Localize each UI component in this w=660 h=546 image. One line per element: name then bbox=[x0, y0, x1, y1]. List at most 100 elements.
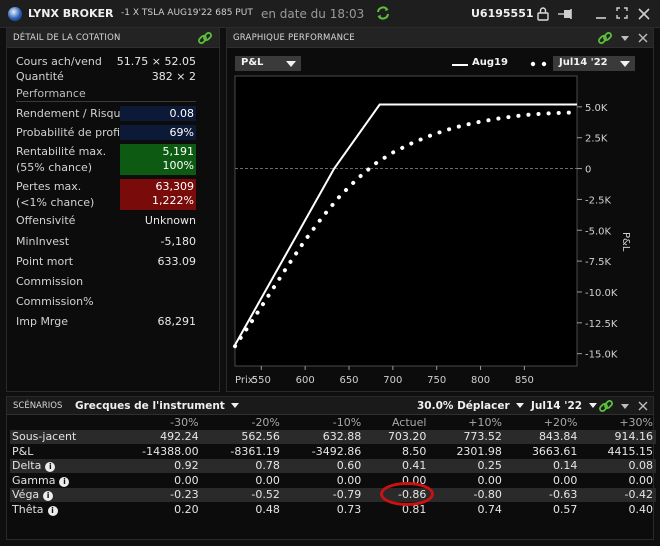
link-icon[interactable] bbox=[197, 30, 213, 46]
pnl-chart[interactable]: 5.0K 2.5K 0 -2.5K -5.0K -7.5K -10.0K -12.5K -15.… bbox=[227, 72, 653, 390]
row-label: Véga i bbox=[10, 487, 110, 502]
table-cell: 8.50 bbox=[401, 444, 427, 458]
return-risk-row: Rendement / Risque 0.08 bbox=[16, 106, 196, 122]
table-cell: 0.48 bbox=[255, 502, 280, 516]
table-cell: -0.23 bbox=[110, 487, 202, 502]
table-row: Gamma i 0.00 0.00 0.00 0.00 0.00 0.00 0.0… bbox=[10, 473, 656, 488]
x-tick-label: 850 bbox=[515, 375, 534, 386]
commission-pct-label: Commission% bbox=[16, 295, 94, 308]
scenario-date-select[interactable]: Jul14 '22 bbox=[531, 400, 598, 412]
margin-impact-label: Imp Mrge bbox=[16, 315, 69, 328]
date-select[interactable]: Jul14 '22 bbox=[553, 56, 635, 71]
x-tick-label: 600 bbox=[296, 375, 315, 386]
series-line-dotted bbox=[233, 110, 579, 349]
chevron-down-icon bbox=[588, 403, 597, 408]
table-cell: 2301.98 bbox=[456, 444, 502, 458]
legend-solid-label: Aug19 bbox=[472, 57, 508, 68]
table-cell: 0.25 bbox=[429, 458, 505, 473]
greeks-select[interactable]: Grecques de l'instrument bbox=[75, 400, 240, 412]
table-cell: 632.88 bbox=[282, 429, 365, 444]
table-cell: 0.41 bbox=[364, 458, 430, 473]
x-axis-label: Prix: bbox=[235, 375, 257, 386]
account-id: U6195551 bbox=[471, 7, 534, 20]
lynx-logo-icon bbox=[8, 7, 22, 21]
move-select[interactable]: 30.0% Déplacer bbox=[417, 400, 525, 412]
row-label-text: Thêta bbox=[12, 502, 44, 516]
column-header: +10% bbox=[468, 415, 502, 429]
close-icon[interactable] bbox=[637, 6, 651, 21]
info-icon[interactable]: i bbox=[59, 476, 70, 487]
margin-impact-row: Imp Mrge 68,291 bbox=[16, 314, 196, 330]
scenario-date-select-value: Jul14 '22 bbox=[531, 400, 583, 412]
min-invest-label: MinInvest bbox=[16, 235, 70, 248]
max-profit-percent: 100% bbox=[162, 159, 194, 172]
performance-chart-header: GRAPHIQUE PERFORMANCE bbox=[227, 28, 653, 48]
breakeven-label: Point mort bbox=[16, 255, 74, 268]
maximize-icon[interactable] bbox=[615, 6, 629, 21]
panel-menu-chevron-icon[interactable] bbox=[617, 30, 633, 46]
chevron-down-icon bbox=[286, 61, 296, 67]
row-label: P&L bbox=[12, 444, 34, 458]
quantity-value: 382 × 2 bbox=[151, 70, 196, 83]
profit-probability-row: Probabilité de profits 69% bbox=[16, 125, 196, 141]
x-tick-label: 550 bbox=[252, 375, 271, 386]
refresh-icon[interactable] bbox=[375, 5, 391, 21]
info-icon[interactable]: i bbox=[45, 462, 56, 473]
move-select-value: 30.0% Déplacer bbox=[417, 400, 510, 412]
y-tick-label: 5.0K bbox=[585, 103, 608, 114]
offensiveness-label: Offensivité bbox=[16, 214, 76, 227]
scenarios-panel: SCÉNARIOS Grecques de l'instrument 30.0%… bbox=[6, 396, 656, 540]
panel-close-icon[interactable] bbox=[635, 30, 651, 46]
table-cell: 914.16 bbox=[580, 429, 656, 444]
link-icon[interactable] bbox=[597, 30, 613, 46]
pin-icon[interactable] bbox=[557, 6, 575, 21]
panel-menu-chevron-icon[interactable] bbox=[617, 398, 633, 414]
info-icon[interactable]: i bbox=[43, 491, 54, 502]
quantity-row: Quantité 382 × 2 bbox=[16, 69, 196, 85]
highlight-circle bbox=[380, 481, 435, 506]
column-header: +20% bbox=[543, 415, 578, 429]
scenarios-header: SCÉNARIOS Grecques de l'instrument 30.0%… bbox=[7, 397, 653, 415]
offensiveness-row: Offensivité Unknown bbox=[16, 213, 196, 229]
table-cell: 562.56 bbox=[201, 429, 283, 444]
breakeven-row: Point mort 633.09 bbox=[16, 254, 196, 270]
table-header-blank bbox=[10, 415, 110, 430]
chevron-down-icon bbox=[231, 403, 240, 408]
table-cell: 4415.15 bbox=[607, 444, 654, 458]
commission-label: Commission bbox=[16, 275, 84, 288]
commission-pct-row: Commission% bbox=[16, 294, 196, 310]
panel-close-icon[interactable] bbox=[635, 398, 651, 414]
title-bar: LYNX BROKER -1 X TSLA AUG19'22 685 PUT e… bbox=[0, 0, 660, 28]
contract-description: -1 X TSLA AUG19'22 685 PUT bbox=[121, 8, 253, 18]
info-icon[interactable]: i bbox=[47, 505, 58, 516]
row-label: Delta i bbox=[10, 458, 110, 473]
performance-chart-title: GRAPHIQUE PERFORMANCE bbox=[233, 33, 355, 43]
greeks-select-value: Grecques de l'instrument bbox=[75, 400, 225, 412]
minimize-icon[interactable] bbox=[594, 6, 608, 21]
return-risk-value: 0.08 bbox=[120, 106, 196, 121]
legend-dotted-swatch bbox=[530, 61, 547, 67]
table-row: P&L -14388.00 -8361.19 -3492.86 8.50 230… bbox=[10, 444, 656, 459]
x-tick-label: 750 bbox=[427, 375, 446, 386]
lock-icon[interactable] bbox=[536, 6, 550, 21]
performance-section-label: Performance bbox=[16, 87, 196, 102]
link-icon[interactable] bbox=[598, 398, 614, 414]
table-cell: 0.40 bbox=[628, 502, 654, 516]
column-header: -20% bbox=[251, 415, 280, 429]
column-header: +30% bbox=[619, 415, 653, 429]
series-line-aug19 bbox=[234, 103, 577, 346]
table-cell: 0.81 bbox=[401, 502, 427, 516]
table-cell: 843.84 bbox=[504, 429, 581, 444]
table-cell: 0.08 bbox=[580, 458, 656, 473]
table-cell: -0.42 bbox=[580, 487, 656, 502]
table-cell: 0.60 bbox=[282, 458, 365, 473]
x-tick-label: 700 bbox=[383, 375, 402, 386]
table-cell: 0.00 bbox=[255, 473, 280, 487]
quote-detail-title: DÉTAIL DE LA COTATION bbox=[13, 33, 121, 43]
table-cell: 773.52 bbox=[429, 429, 505, 444]
chevron-down-icon bbox=[516, 403, 525, 408]
offensiveness-value: Unknown bbox=[144, 214, 196, 227]
row-label-text: Véga bbox=[12, 488, 40, 502]
metric-select[interactable]: P&L bbox=[235, 56, 301, 71]
plot-area bbox=[234, 75, 578, 367]
